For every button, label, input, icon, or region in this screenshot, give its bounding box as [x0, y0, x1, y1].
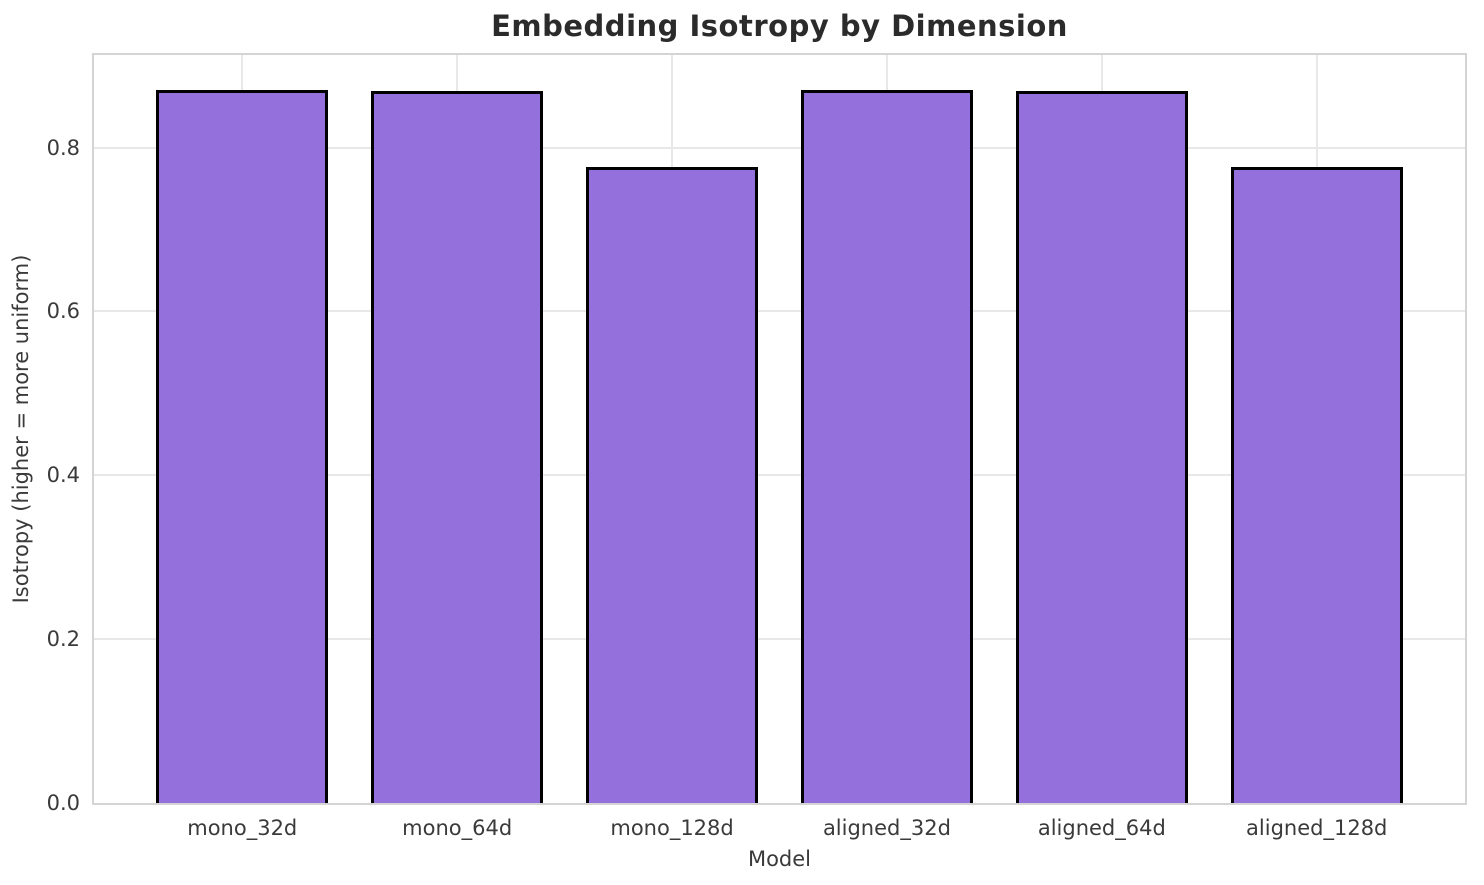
bar-aligned_128d [1230, 167, 1403, 803]
y-tick-label: 0.4 [46, 463, 80, 488]
h-gridline [94, 146, 1465, 149]
plot-area [92, 53, 1467, 805]
bar-mono_32d [156, 90, 329, 803]
x-tick-label: aligned_64d [1037, 816, 1166, 840]
h-gridline [94, 638, 1465, 641]
x-tick-label: mono_128d [610, 816, 734, 840]
x-tick-label: aligned_128d [1246, 816, 1388, 840]
x-tick-label: aligned_32d [822, 816, 951, 840]
bar-aligned_64d [1015, 91, 1188, 803]
x-tick-label: mono_32d [187, 816, 298, 840]
y-tick-label: 0.2 [46, 627, 80, 652]
bar-mono_128d [586, 167, 758, 803]
y-tick-label: 0.0 [46, 791, 80, 815]
h-gridline [94, 310, 1465, 313]
x-tick-label: mono_64d [402, 816, 513, 840]
chart-title: Embedding Isotropy by Dimension [491, 9, 1068, 43]
y-tick-label: 0.8 [46, 135, 80, 160]
bars-container [94, 55, 1465, 803]
x-axis-label: Model [747, 847, 812, 871]
bar-mono_64d [371, 91, 544, 803]
bar-aligned_32d [800, 90, 973, 803]
h-gridline [94, 474, 1465, 477]
y-tick-label: 0.6 [46, 299, 80, 324]
